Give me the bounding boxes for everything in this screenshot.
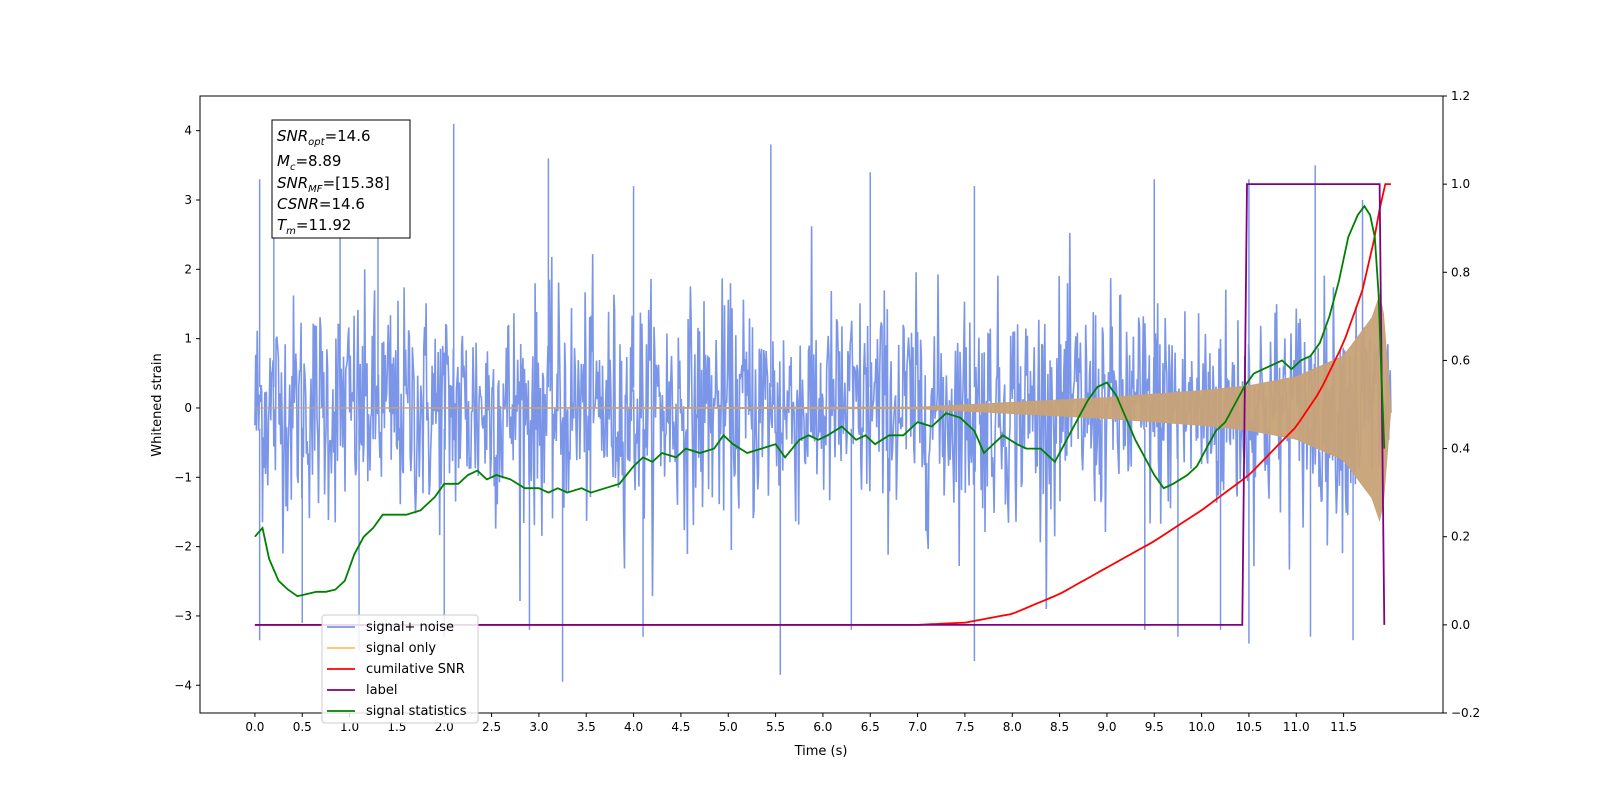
y-left-tick-label: −4 — [174, 678, 192, 692]
x-tick-label: 11.5 — [1330, 720, 1357, 734]
y-left-tick-label: −1 — [174, 470, 192, 484]
legend-label: signal+ noise — [366, 620, 454, 635]
legend-box — [321, 614, 479, 724]
annotation-box — [271, 119, 411, 239]
y-right-tick-label: 0.2 — [1451, 530, 1470, 544]
y-left-tick-label: −3 — [174, 609, 192, 623]
x-tick-label: 0.0 — [245, 720, 264, 734]
x-tick-label: 3.0 — [529, 720, 548, 734]
x-tick-label: 8.0 — [1003, 720, 1022, 734]
annotation-line: CSNR=14.6 — [277, 195, 365, 213]
y-left-tick-label: −2 — [174, 540, 192, 554]
x-tick-label: 4.5 — [671, 720, 690, 734]
x-tick-label: 9.5 — [1145, 720, 1164, 734]
x-axis-ticks: 0.0 0.5 1.0 1.5 2.0 2.5 3.0 3.5 4.0 4.5 5.0 5.5 6.0 6… — [245, 713, 1357, 734]
y-right-tick-label: 0.0 — [1451, 618, 1470, 632]
x-tick-label: 0.5 — [293, 720, 312, 734]
x-tick-label: 3.5 — [577, 720, 596, 734]
x-tick-label: 6.0 — [813, 720, 832, 734]
annotation-line: Tm=11.92 — [277, 216, 351, 237]
plot-frame — [199, 95, 1444, 714]
y-left-tick-label: 0 — [184, 401, 192, 415]
x-tick-label: 10.0 — [1188, 720, 1215, 734]
y-right-tick-label: 0.4 — [1451, 442, 1470, 456]
annotation-line: SNRMF=[15.38] — [277, 174, 390, 195]
legend: signal+ noise signal only cumilative SNR la… — [321, 614, 479, 724]
annotation-line: Mc=8.89 — [277, 152, 341, 173]
y-right-tick-label: 1.0 — [1451, 177, 1470, 191]
y-left-tick-label: 4 — [184, 124, 192, 138]
y-right-tick-label: 0.6 — [1451, 353, 1470, 367]
y-right-axis-ticks: −0.2 0.0 0.2 0.4 0.6 0.8 1.0 1.2 — [1443, 89, 1480, 720]
y-left-axis-ticks: −4 −3 −2 −1 0 1 2 3 4 — [174, 124, 200, 692]
x-tick-label: 2.5 — [482, 720, 501, 734]
y-right-tick-label: −0.2 — [1451, 706, 1480, 720]
legend-label: signal only — [366, 641, 436, 656]
legend-label: label — [366, 683, 397, 698]
y-right-tick-label: 1.2 — [1451, 89, 1470, 103]
y-axis-label: Whitened strain — [150, 353, 165, 456]
x-tick-label: 7.0 — [908, 720, 927, 734]
y-left-tick-label: 2 — [184, 262, 192, 276]
x-axis-label: Time (s) — [794, 744, 848, 759]
y-right-tick-label: 0.8 — [1451, 265, 1470, 279]
signal-noise-line — [254, 226, 1392, 610]
stats-annotation-box: SNRopt=14.6 Mc=8.89SNRMF=[15.38]CSNR=14.6… — [271, 119, 411, 239]
x-tick-label: 7.5 — [955, 720, 974, 734]
annotation-line: SNRopt=14.6 — [277, 127, 371, 148]
plot-data — [254, 123, 1392, 682]
x-tick-label: 5.5 — [766, 720, 785, 734]
x-tick-label: 4.0 — [624, 720, 643, 734]
x-tick-label: 8.5 — [1050, 720, 1069, 734]
signal-only-line — [254, 293, 1392, 523]
x-tick-label: 10.5 — [1236, 720, 1263, 734]
x-tick-label: 5.0 — [719, 720, 738, 734]
x-tick-label: 11.0 — [1283, 720, 1310, 734]
x-tick-label: 6.5 — [861, 720, 880, 734]
legend-label: signal statistics — [366, 704, 467, 719]
label-line — [254, 183, 1386, 626]
signal-statistics-line — [254, 204, 1386, 598]
y-left-tick-label: 1 — [184, 332, 192, 346]
y-left-tick-label: 3 — [184, 193, 192, 207]
legend-label: cumilative SNR — [366, 662, 465, 677]
x-tick-label: 9.0 — [1097, 720, 1116, 734]
